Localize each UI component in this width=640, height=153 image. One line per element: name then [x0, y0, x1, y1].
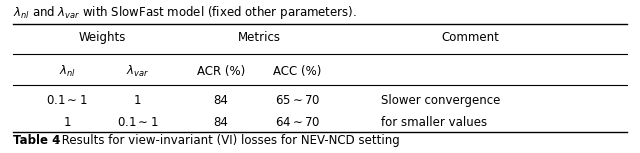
Text: $\lambda_{var}$: $\lambda_{var}$	[126, 64, 149, 79]
Text: ACR (%): ACR (%)	[196, 65, 245, 78]
Text: $0.1{\sim}1$: $0.1{\sim}1$	[117, 116, 158, 129]
Text: 1: 1	[63, 116, 71, 129]
Text: ACC (%): ACC (%)	[273, 65, 322, 78]
Text: 84: 84	[213, 95, 228, 107]
Text: $0.1{\sim}1$: $0.1{\sim}1$	[47, 95, 88, 107]
Text: $\lambda_{nl}$ and $\lambda_{var}$ with SlowFast model (fixed other parameters).: $\lambda_{nl}$ and $\lambda_{var}$ with …	[13, 4, 356, 21]
Text: Metrics: Metrics	[237, 31, 281, 44]
Text: $65{\sim}70$: $65{\sim}70$	[275, 95, 321, 107]
Text: 84: 84	[213, 116, 228, 129]
Text: 1: 1	[134, 95, 141, 107]
Text: : Results for view-invariant (VI) losses for NEV-NCD setting: : Results for view-invariant (VI) losses…	[54, 134, 400, 147]
Text: Weights: Weights	[79, 31, 126, 44]
Text: Comment: Comment	[442, 31, 499, 44]
Text: $64{\sim}70$: $64{\sim}70$	[275, 116, 321, 129]
Text: $\lambda_{nl}$: $\lambda_{nl}$	[59, 64, 76, 79]
Text: Slower convergence: Slower convergence	[381, 95, 500, 107]
Text: Table 4: Table 4	[13, 134, 60, 147]
Text: for smaller values: for smaller values	[381, 116, 487, 129]
